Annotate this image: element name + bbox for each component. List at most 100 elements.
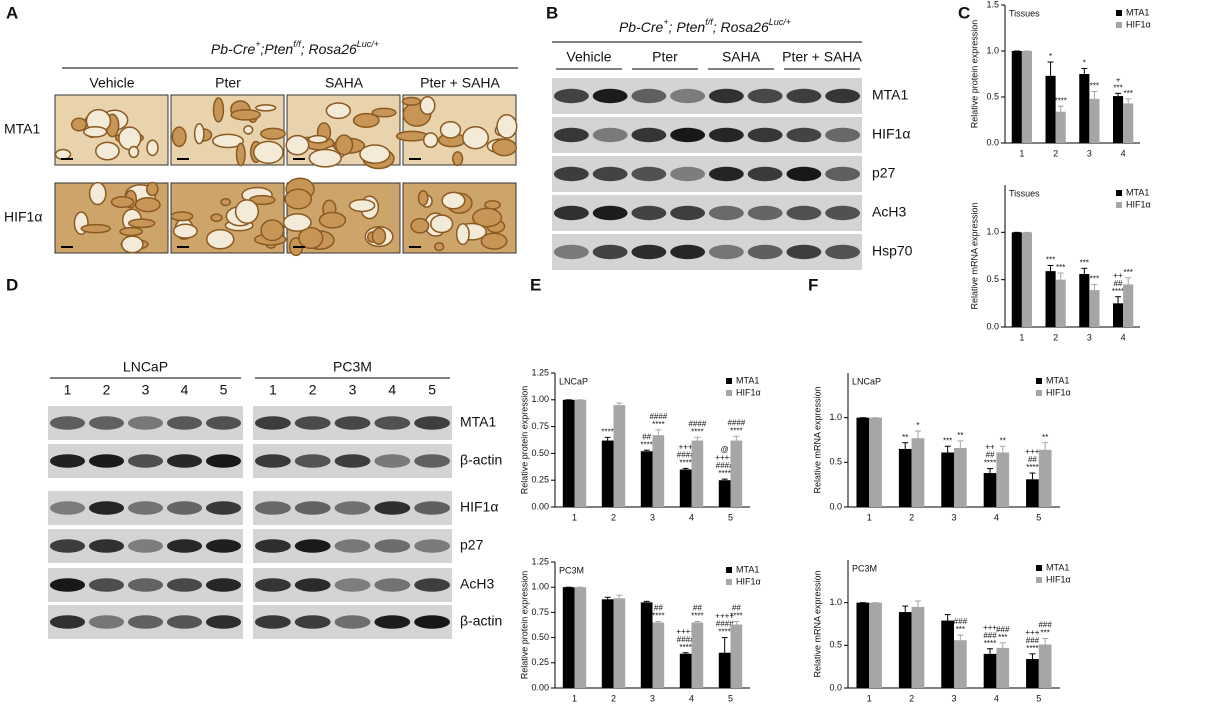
- legend-swatch: [1036, 390, 1042, 396]
- x-tick-label: 4: [689, 693, 694, 703]
- y-tick-label: 0.0: [829, 682, 842, 692]
- band: [88, 454, 125, 468]
- significance: *: [1083, 59, 1086, 68]
- significance: ***: [1040, 629, 1049, 638]
- x-tick-label: 4: [994, 693, 999, 703]
- bar: [898, 448, 912, 507]
- bar: [996, 452, 1010, 507]
- band: [294, 454, 331, 468]
- band: [414, 578, 451, 592]
- band: [254, 578, 291, 592]
- y-tick-label: 0.00: [531, 682, 549, 692]
- y-tick-label: 0.5: [986, 91, 999, 101]
- band: [747, 127, 783, 143]
- gland: [145, 181, 159, 197]
- legend-swatch: [726, 579, 732, 585]
- significance: *: [1049, 52, 1052, 61]
- bar: [691, 622, 704, 688]
- row-label: MTA1: [4, 121, 41, 137]
- band: [374, 454, 411, 468]
- band: [294, 539, 331, 553]
- significance: ****: [1112, 287, 1124, 296]
- group-label: PC3M: [333, 359, 372, 375]
- significance: ****: [679, 643, 691, 652]
- band: [670, 205, 706, 221]
- significance: **: [902, 433, 908, 442]
- gland: [455, 222, 470, 246]
- chart-title: PC3M: [559, 565, 584, 575]
- band: [786, 205, 822, 221]
- significance: ****: [1054, 96, 1066, 105]
- micrograph: [54, 181, 169, 254]
- panel-letter: F: [808, 275, 818, 294]
- significance: ##: [986, 451, 995, 460]
- legend-swatch: [1116, 10, 1122, 16]
- gland: [95, 141, 120, 161]
- y-axis-label: Relative mRNA expression: [812, 386, 822, 493]
- y-tick-label: 1.5: [986, 0, 999, 9]
- genotype-part: f/f: [705, 17, 714, 27]
- significance: ****: [984, 639, 996, 648]
- x-tick-label: 2: [909, 693, 914, 703]
- band: [127, 539, 164, 553]
- band: [49, 501, 86, 515]
- bar: [856, 602, 870, 688]
- x-tick-label: 4: [689, 512, 694, 522]
- y-tick-label: 1.0: [829, 412, 842, 422]
- bar: [574, 399, 587, 507]
- band: [205, 416, 242, 430]
- band: [49, 454, 86, 468]
- band: [708, 166, 744, 182]
- x-tick-label: 1: [572, 512, 577, 522]
- gland: [220, 198, 232, 207]
- gland: [348, 198, 376, 213]
- band: [294, 416, 331, 430]
- legend-swatch: [1036, 378, 1042, 384]
- significance: ****: [984, 459, 996, 468]
- group-label: Vehicle: [566, 49, 611, 65]
- legend-swatch: [1036, 565, 1042, 571]
- band: [592, 244, 628, 260]
- band: [786, 127, 822, 143]
- lane-label: 4: [181, 382, 189, 398]
- bar: [1123, 284, 1134, 327]
- significance: ###: [1026, 636, 1040, 645]
- significance: ##: [1114, 279, 1123, 288]
- significance: ####: [677, 451, 695, 460]
- panel-letter: E: [530, 275, 541, 294]
- genotype-part: ; Rosa26: [713, 19, 769, 35]
- band: [88, 539, 125, 553]
- legend-swatch: [726, 390, 732, 396]
- bar: [640, 602, 653, 688]
- bar: [1089, 98, 1100, 143]
- bar: [1045, 271, 1056, 327]
- band: [374, 578, 411, 592]
- significance: +++: [983, 623, 997, 632]
- legend-label: HIF1α: [1046, 387, 1071, 397]
- legend-swatch: [1116, 22, 1122, 28]
- y-tick-label: 0.5: [829, 640, 842, 650]
- genotype-part: Luc/+: [357, 39, 379, 49]
- legend-swatch: [726, 378, 732, 384]
- gland: [441, 191, 466, 210]
- significance: ****: [601, 427, 613, 436]
- genotype-part: Luc/+: [769, 17, 791, 27]
- legend-label: HIF1α: [1126, 19, 1151, 29]
- gland: [234, 199, 260, 224]
- genotype-part: +: [255, 39, 260, 49]
- x-tick-label: 2: [1053, 332, 1058, 342]
- lane-label: 2: [309, 382, 317, 398]
- y-tick-label: 1.00: [531, 582, 549, 592]
- lane-label: 2: [103, 382, 111, 398]
- band: [825, 88, 861, 104]
- band: [414, 501, 451, 515]
- band: [786, 88, 822, 104]
- gland: [307, 134, 328, 144]
- significance: +++: [679, 443, 693, 452]
- gland: [110, 196, 135, 209]
- bar: [613, 598, 626, 688]
- bar: [730, 440, 743, 507]
- significance: **: [957, 431, 963, 440]
- band: [254, 615, 291, 629]
- gland: [83, 125, 108, 138]
